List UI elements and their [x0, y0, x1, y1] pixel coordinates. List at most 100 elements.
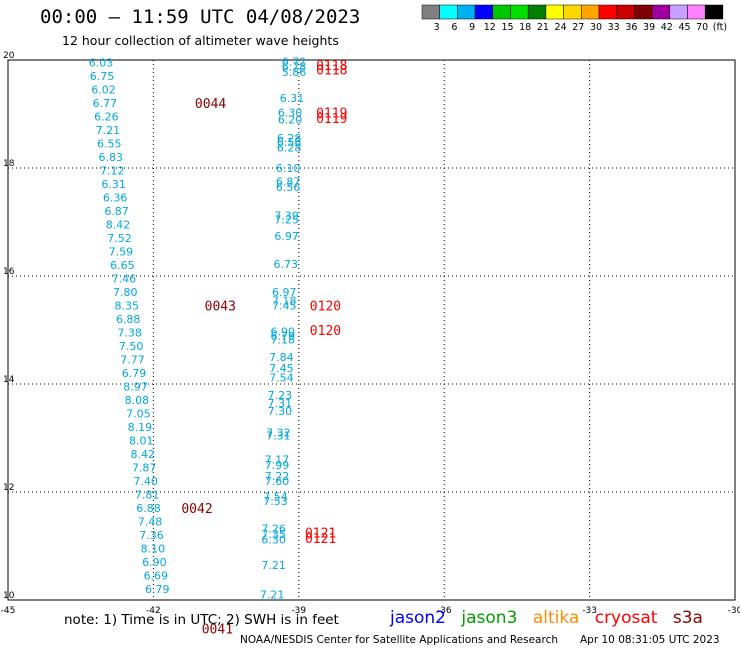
- colorbar-label: 21: [537, 22, 549, 33]
- x-tick-label: -42: [146, 606, 161, 616]
- pass-time-label: 0121: [305, 527, 336, 542]
- swh-value-label: 7.59: [109, 246, 134, 259]
- pass-time-label: 0121: [305, 532, 336, 547]
- legend-cryosat: cryosat: [594, 608, 658, 628]
- colorbar-swatch: [634, 4, 653, 20]
- swh-value-label: 7.45: [272, 300, 297, 313]
- chart-subtitle: 12 hour collection of altimeter wave hei…: [62, 33, 339, 48]
- swh-value-label: 7.87: [132, 462, 157, 475]
- swh-value-label: 7.23: [268, 389, 293, 402]
- pass-time-label: 0118: [316, 59, 347, 74]
- swh-value-label: 7.31: [266, 429, 291, 442]
- swh-value-label: 8.10: [141, 543, 166, 556]
- colorbar-label: 6: [451, 22, 457, 33]
- swh-value-label: 6.79: [271, 330, 296, 343]
- swh-value-label: 7.17: [265, 454, 290, 467]
- swh-value-label: 8.35: [114, 300, 139, 313]
- pass-time-label: 0042: [181, 502, 212, 517]
- swh-value-label: 7.40: [133, 475, 158, 488]
- swh-value-label: 6.56: [277, 136, 302, 149]
- x-tick-label: -33: [582, 606, 597, 616]
- swh-value-label: 7.54: [269, 372, 294, 385]
- swh-value-label: 6.90: [142, 556, 167, 569]
- swh-value-label: 7.21: [96, 124, 121, 137]
- pass-time-label: 0118: [316, 64, 347, 79]
- swh-value-label: 7.21: [261, 559, 286, 572]
- swh-value-label: 5.86: [282, 66, 307, 79]
- swh-value-label: 7.36: [139, 529, 164, 542]
- swh-value-label: 6.10: [276, 162, 301, 175]
- swh-value-label: 7.22: [265, 470, 290, 483]
- swh-value-label: 7.31: [268, 397, 293, 410]
- swh-value-label: 7.12: [100, 165, 125, 178]
- colorbar-swatch: [439, 4, 458, 20]
- colorbar-swatch: [510, 4, 529, 20]
- swh-value-label: 7.84: [269, 351, 294, 364]
- colorbar-label: 33: [608, 22, 620, 33]
- colorbar-label: 39: [643, 22, 655, 33]
- swh-value-label: 7.60: [265, 475, 290, 488]
- swh-value-label: 6.55: [97, 138, 122, 151]
- chart-title: 00:00 – 11:59 UTC 04/08/2023: [40, 6, 361, 28]
- y-tick-label: 16: [3, 267, 15, 277]
- y-tick-label: 20: [3, 51, 15, 61]
- x-tick-label: -36: [437, 606, 452, 616]
- swh-value-label: 7.81: [135, 489, 160, 502]
- pass-time-label: 0041: [202, 623, 233, 638]
- colorbar-swatch: [581, 4, 600, 20]
- swh-value-label: 6.56: [276, 181, 301, 194]
- swh-value-label: 7.25: [274, 213, 299, 226]
- swh-value-label: 6.28: [277, 141, 302, 154]
- swh-value-label: 7.26: [261, 523, 286, 536]
- swh-value-label: 6.30: [278, 106, 303, 119]
- swh-value-label: 7.45: [269, 362, 294, 375]
- swh-value-label: 6.31: [280, 92, 305, 105]
- swh-value-label: 6.30: [261, 534, 286, 547]
- swh-value-label: 7.18: [271, 334, 296, 347]
- swh-value-label: 6.73: [273, 258, 298, 271]
- swh-value-label: 8.08: [125, 394, 150, 407]
- colorbar-label: 12: [484, 22, 496, 33]
- colorbar-swatch: [704, 4, 724, 20]
- swh-value-label: 7.46: [112, 273, 137, 286]
- swh-value-label: 6.31: [101, 178, 126, 191]
- legend-jason3: jason3: [461, 608, 518, 628]
- swh-value-label: 6.28: [277, 132, 302, 145]
- colorbar-label: 24: [555, 22, 567, 33]
- colorbar-label: 30: [590, 22, 602, 33]
- colorbar-swatch: [616, 4, 635, 20]
- pass-time-label: 0043: [205, 300, 236, 315]
- y-tick-label: 12: [3, 483, 14, 493]
- swh-value-label: 6.97: [272, 286, 297, 299]
- swh-value-label: 6.65: [110, 259, 135, 272]
- swh-value-label: 7.54: [263, 490, 288, 503]
- swh-value-label: 6.20: [278, 113, 303, 126]
- swh-value-label: 6.69: [144, 570, 169, 583]
- y-tick-label: 14: [3, 375, 15, 385]
- x-tick-label: -45: [1, 606, 16, 616]
- swh-value-label: 6.79: [122, 367, 147, 380]
- swh-value-label: 6.72: [282, 56, 307, 69]
- swh-value-label: 8.42: [130, 448, 155, 461]
- colorbar-label: 27: [572, 22, 584, 33]
- swh-value-label: 6.78: [282, 60, 307, 73]
- x-tick-label: -39: [291, 606, 306, 616]
- swh-value-label: 6.87: [276, 176, 301, 189]
- swh-value-label: 6.87: [104, 205, 129, 218]
- legend-jason2: jason2: [390, 608, 446, 628]
- swh-value-label: 7.53: [263, 495, 288, 508]
- colorbar-label: 36: [625, 22, 637, 33]
- colorbar-swatch: [669, 4, 688, 20]
- colorbar-label: 42: [661, 22, 673, 33]
- swh-value-label: 6.02: [91, 84, 116, 97]
- pass-time-label: 0120: [310, 300, 341, 315]
- swh-value-label: 8.42: [106, 219, 131, 232]
- units-note: note: 1) Time is in UTC; 2) SWH is in fe…: [64, 612, 339, 628]
- colorbar-label: 3: [434, 22, 440, 33]
- colorbar-label: (ft): [713, 22, 727, 33]
- credit-line: NOAA/NESDIS Center for Satellite Applica…: [240, 634, 558, 646]
- pass-time-label: 0044: [195, 97, 226, 112]
- swh-value-label: 7.35: [261, 528, 286, 541]
- colorbar-swatch: [474, 4, 494, 20]
